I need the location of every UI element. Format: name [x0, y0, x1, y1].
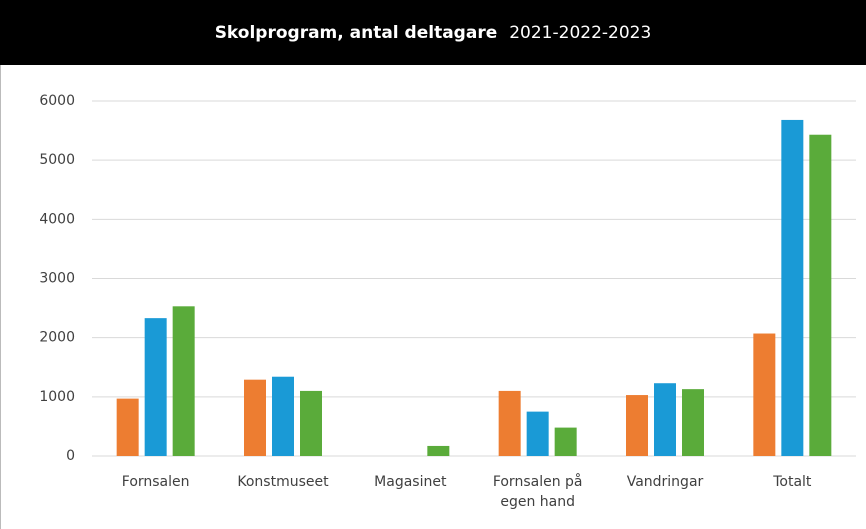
bar [300, 390, 322, 456]
bar [244, 379, 266, 456]
x-tick-label: Magasinet [374, 474, 447, 490]
y-tick-label: 6000 [39, 93, 75, 109]
x-tick-label: Vandringar [626, 474, 704, 490]
bar [172, 306, 195, 456]
bar [654, 383, 676, 456]
bar [526, 411, 549, 456]
y-tick-label: 5000 [39, 152, 75, 168]
y-tick-label: 1000 [39, 389, 75, 405]
chart-title: Skolprogram, antal deltagare [215, 23, 498, 43]
x-tick-label: Totalt [773, 474, 812, 490]
bar [682, 389, 704, 456]
bar [809, 134, 832, 456]
bar [427, 445, 450, 456]
header-bar [0, 0, 866, 65]
bar [144, 318, 167, 456]
bar [272, 376, 294, 456]
y-tick-label: 2000 [39, 330, 75, 346]
chart-subtitle: 2021-2022-2023 [509, 23, 651, 43]
y-tick-label: 4000 [39, 211, 75, 227]
bar [554, 427, 577, 456]
bar [626, 395, 648, 456]
bar [753, 333, 776, 456]
x-tick-label: Konstmuseet [237, 474, 329, 490]
bar [781, 119, 804, 456]
y-tick-label: 0 [66, 448, 75, 464]
x-tick-label: Fornsalen på egen hand [492, 474, 583, 510]
header: Skolprogram, antal deltagare 2021-2022-20… [215, 23, 652, 43]
bar [116, 398, 139, 456]
bar [498, 390, 521, 456]
x-tick-label: Fornsalen [121, 474, 190, 490]
y-tick-label: 3000 [39, 271, 75, 287]
